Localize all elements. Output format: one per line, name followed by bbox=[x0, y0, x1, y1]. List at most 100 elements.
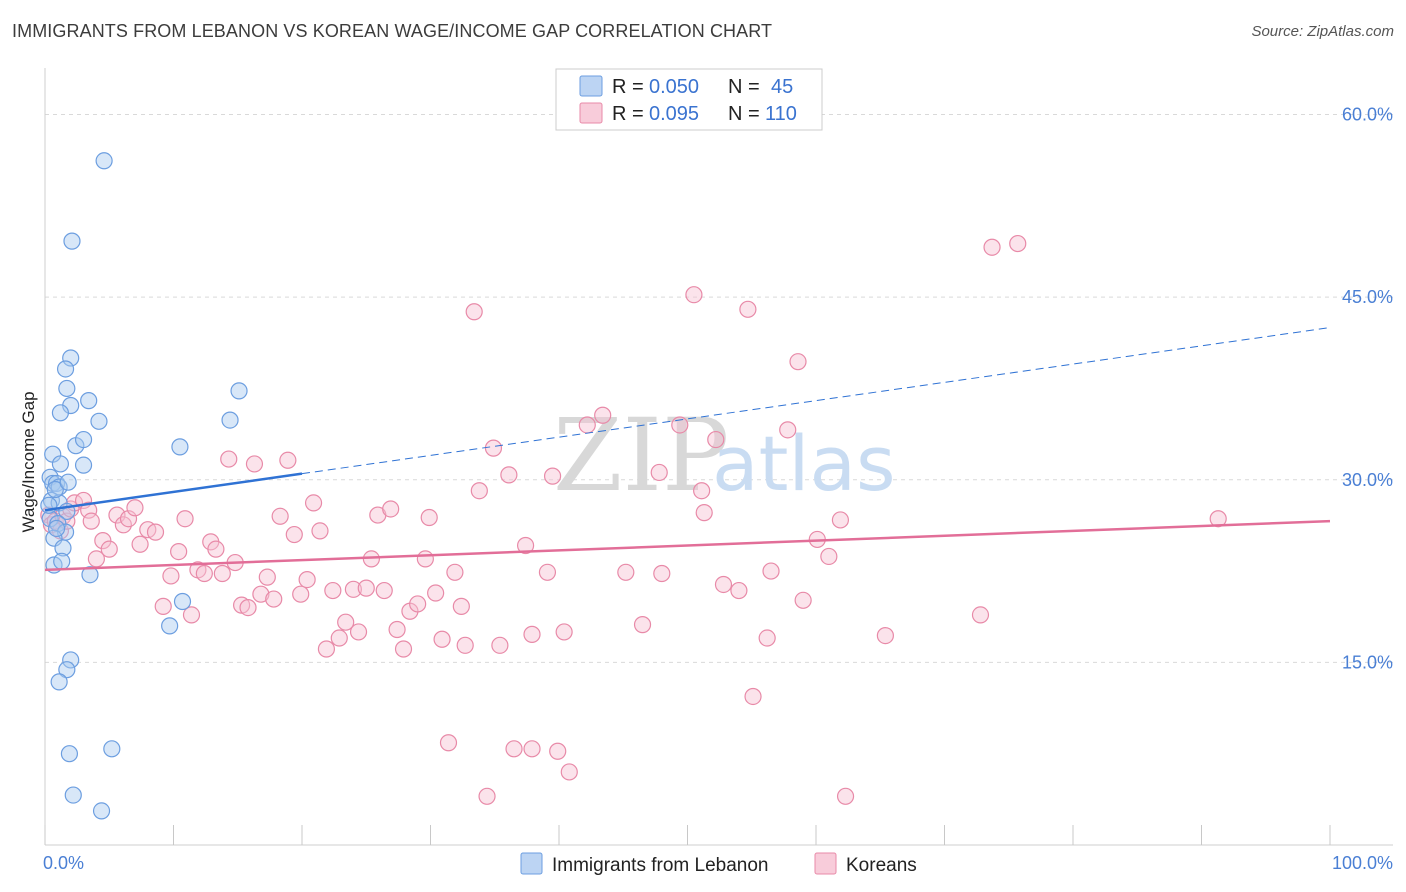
korean-point bbox=[126, 499, 144, 517]
lebanon-point bbox=[51, 455, 70, 473]
koreans-points bbox=[40, 234, 1227, 805]
legend-r-value-1: 0.050 bbox=[649, 76, 699, 98]
korean-point bbox=[617, 563, 635, 581]
lebanon-point bbox=[90, 412, 108, 430]
korean-point bbox=[382, 500, 400, 518]
korean-point bbox=[779, 421, 797, 439]
korean-point bbox=[279, 451, 297, 469]
lebanon-points bbox=[40, 152, 248, 820]
legend-r-value-2: 0.095 bbox=[649, 103, 699, 125]
lebanon-point bbox=[74, 456, 93, 474]
korean-point bbox=[594, 406, 612, 424]
korean-point bbox=[182, 606, 201, 624]
lebanon-point bbox=[50, 673, 68, 691]
korean-point bbox=[357, 579, 375, 597]
bottom-legend-koreans: Koreans bbox=[846, 855, 917, 876]
korean-point bbox=[82, 512, 100, 530]
korean-point bbox=[653, 564, 671, 583]
lebanon-point bbox=[62, 349, 80, 367]
korean-point bbox=[789, 353, 807, 371]
lebanon-trend-extrapolated bbox=[301, 327, 1331, 475]
korean-point bbox=[971, 606, 990, 624]
korean-point bbox=[446, 563, 464, 581]
korean-point bbox=[831, 511, 850, 529]
lebanon-point bbox=[58, 379, 76, 398]
lebanon-point bbox=[54, 539, 72, 557]
korean-point bbox=[409, 595, 427, 613]
korean-point bbox=[538, 563, 557, 581]
lebanon-point bbox=[81, 566, 99, 584]
lebanon-point bbox=[62, 651, 80, 669]
korean-point bbox=[491, 636, 509, 654]
legend-swatch-koreans bbox=[579, 102, 603, 124]
trend-lines bbox=[44, 327, 1331, 572]
korean-point bbox=[245, 455, 264, 473]
korean-point bbox=[394, 640, 413, 658]
grid-lines bbox=[45, 114, 1393, 663]
lebanon-point bbox=[92, 802, 111, 820]
lebanon-point bbox=[161, 617, 179, 635]
korean-point bbox=[375, 581, 393, 600]
lebanon-point bbox=[56, 360, 75, 378]
korean-point bbox=[478, 787, 496, 805]
lebanon-point bbox=[173, 592, 192, 611]
korean-point bbox=[470, 482, 488, 500]
korean-point bbox=[1009, 234, 1027, 253]
korean-point bbox=[578, 416, 596, 434]
x-tick-label: 100.0% bbox=[1332, 853, 1393, 873]
korean-point bbox=[739, 300, 757, 318]
lebanon-point bbox=[95, 152, 113, 170]
y-tick-labels: 15.0% 30.0% 45.0% 60.0% bbox=[1342, 105, 1393, 673]
korean-point bbox=[119, 510, 138, 528]
watermark: ZIP atlas bbox=[553, 397, 896, 514]
korean-point bbox=[505, 740, 523, 758]
korean-point bbox=[80, 501, 98, 519]
lebanon-point bbox=[53, 552, 71, 570]
x-tick-label: 0.0% bbox=[43, 853, 84, 873]
korean-point bbox=[983, 238, 1001, 256]
korean-point bbox=[549, 742, 567, 760]
korean-point bbox=[154, 597, 172, 615]
lebanon-point bbox=[103, 740, 121, 758]
y-tick-label: 30.0% bbox=[1342, 470, 1393, 490]
korean-point bbox=[388, 620, 406, 639]
chart-title: IMMIGRANTS FROM LEBANON VS KOREAN WAGE/I… bbox=[12, 21, 773, 41]
legend-n-label-1: N = bbox=[728, 76, 760, 98]
lebanon-point bbox=[40, 496, 58, 514]
korean-point bbox=[349, 623, 368, 641]
lebanon-point bbox=[221, 411, 239, 429]
korean-point bbox=[484, 439, 503, 457]
korean-point bbox=[876, 626, 894, 645]
korean-point bbox=[560, 763, 578, 781]
korean-point bbox=[207, 540, 225, 558]
korean-point bbox=[258, 568, 276, 586]
korean-point bbox=[523, 625, 541, 643]
legend-n-value-2: 110 bbox=[765, 103, 797, 125]
bottom-legend-swatch-lebanon bbox=[520, 852, 543, 875]
korean-point bbox=[433, 630, 451, 648]
korean-point bbox=[298, 570, 316, 589]
y-axis-label: Wage/Income Gap bbox=[19, 391, 38, 532]
y-tick-label: 60.0% bbox=[1342, 105, 1393, 125]
legend-r-label-2: R = bbox=[612, 103, 644, 125]
lebanon-point bbox=[171, 438, 189, 456]
korean-point bbox=[794, 591, 812, 609]
source-label: Source: ZipAtlas.com bbox=[1251, 23, 1394, 40]
lebanon-point bbox=[64, 786, 82, 804]
korean-point bbox=[220, 450, 238, 468]
korean-point bbox=[337, 613, 355, 631]
korean-point bbox=[523, 740, 541, 758]
legend-n-value-1: 45 bbox=[771, 76, 793, 98]
bottom-legend-lebanon: Immigrants from Lebanon bbox=[552, 855, 769, 876]
korean-point bbox=[213, 564, 231, 583]
lebanon-point bbox=[58, 661, 76, 679]
korean-point bbox=[465, 303, 483, 321]
korean-point bbox=[758, 629, 776, 647]
lebanon-trend-line bbox=[44, 472, 303, 512]
korean-point bbox=[633, 616, 652, 634]
korean-point bbox=[324, 581, 342, 600]
korean-point bbox=[416, 550, 434, 568]
korean-point bbox=[176, 510, 194, 528]
x-tick-labels: 0.0% 100.0% bbox=[43, 853, 1393, 873]
